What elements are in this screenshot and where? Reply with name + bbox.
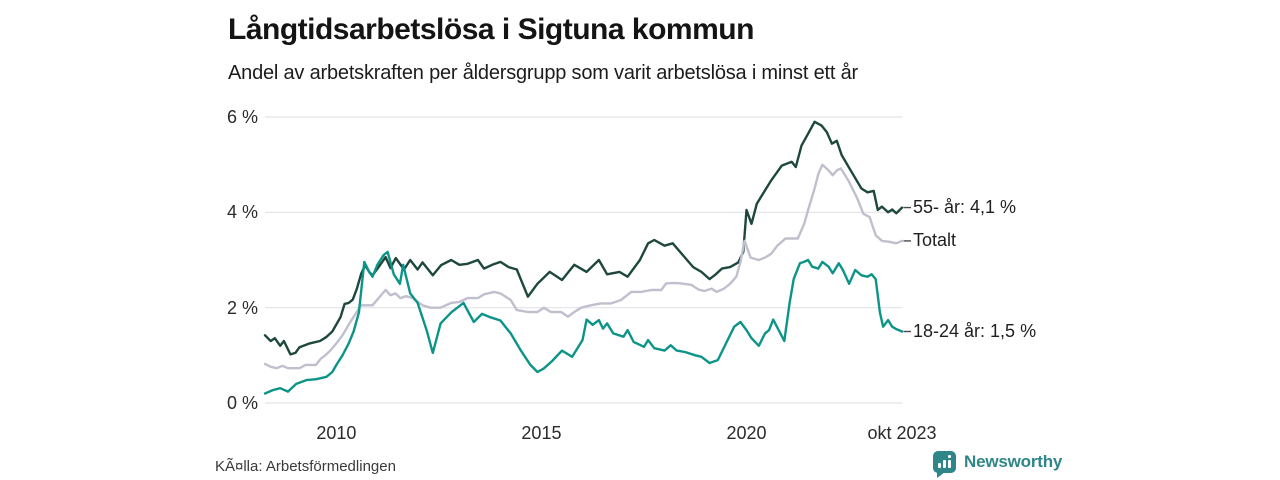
y-tick-label: 4 % [226, 202, 258, 223]
y-tick-label: 2 % [226, 297, 258, 318]
source-note: KÃ¤lla: Arbetsförmedlingen [215, 458, 396, 475]
x-tick-label: 2015 [521, 423, 562, 443]
brand-name: Newsworthy [964, 452, 1063, 471]
series-line-18-24-ar [263, 250, 904, 395]
newsworthy-brand-link[interactable]: Newsworthy [933, 451, 1063, 478]
page-title: Långtidsarbetslösa i Sigtuna kommun [228, 13, 754, 46]
series-end-label-18-24-ar: 18-24 år: 1,5 % [913, 321, 1037, 341]
y-tick-label: 0 % [226, 393, 258, 413]
series-line-55-ar [263, 120, 904, 356]
series-end-label-55-ar: 55- år: 4,1 % [913, 197, 1017, 218]
x-tick-label: 2010 [316, 423, 357, 443]
x-tick-label: okt 2023 [867, 423, 937, 443]
series-end-label-totalt: Totalt [913, 230, 957, 251]
series-line-totalt [263, 163, 904, 370]
x-tick-label: 2020 [726, 423, 767, 443]
chart-subtitle: Andel av arbetskraften per åldersgrupp s… [228, 62, 858, 84]
newsworthy-logo-icon [933, 451, 956, 478]
y-tick-label: 6 % [226, 107, 258, 127]
